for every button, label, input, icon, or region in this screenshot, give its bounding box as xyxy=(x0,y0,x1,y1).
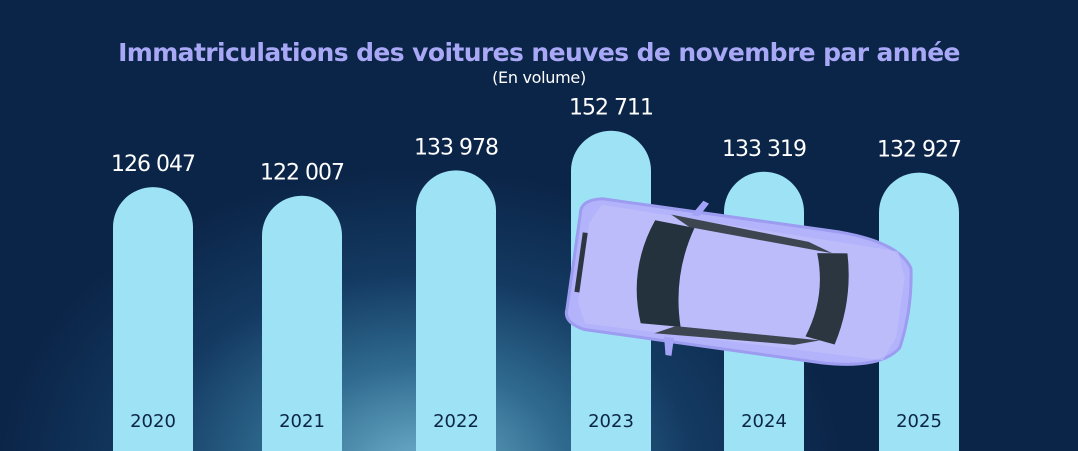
chart-subtitle: (En volume) xyxy=(492,68,586,87)
value-label: 122 007 xyxy=(260,161,344,186)
bar-2025 xyxy=(879,172,959,451)
value-label: 152 711 xyxy=(569,96,653,121)
bar-2020 xyxy=(113,187,193,451)
year-label: 2025 xyxy=(896,411,942,432)
year-label: 2021 xyxy=(279,411,325,432)
value-label: 126 047 xyxy=(111,152,195,177)
bar-2022 xyxy=(416,170,496,451)
car-illustration xyxy=(564,197,913,366)
year-label: 2022 xyxy=(433,411,479,432)
chart-title: Immatriculations des voitures neuves de … xyxy=(118,38,960,67)
year-label: 2020 xyxy=(130,411,176,432)
value-label: 133 319 xyxy=(722,137,806,162)
year-label: 2024 xyxy=(741,411,787,432)
value-label: 133 978 xyxy=(414,135,498,160)
year-label: 2023 xyxy=(588,411,634,432)
bar-2021 xyxy=(262,195,342,451)
value-label: 132 927 xyxy=(877,138,961,163)
